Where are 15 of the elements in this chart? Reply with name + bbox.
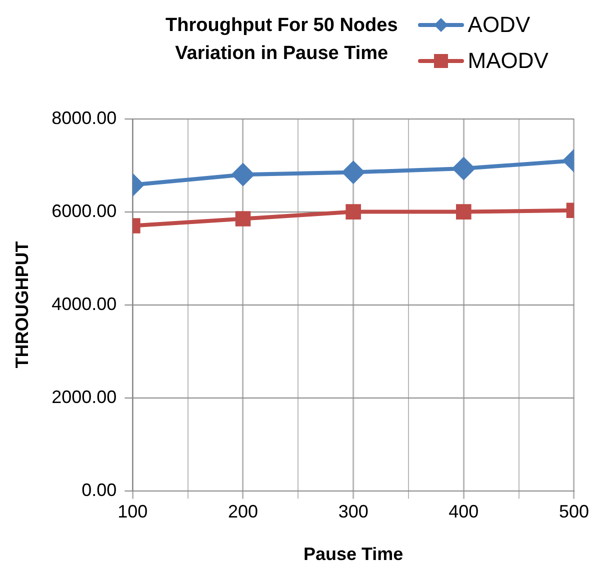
- x-tick-label: 400: [448, 502, 479, 522]
- legend-label: AODV: [468, 12, 530, 38]
- y-tick-label: 8000.00: [52, 108, 117, 128]
- x-tick-label: 300: [338, 502, 368, 522]
- legend-label: MAODV: [468, 48, 548, 74]
- x-axis-title: Pause Time: [303, 544, 404, 564]
- x-tick-label: 100: [118, 502, 148, 522]
- y-axis-title: THROUGHPUT: [12, 241, 32, 368]
- y-tick-label: 0.00: [82, 480, 117, 500]
- y-tick-label: 4000.00: [52, 294, 117, 314]
- x-tick-label: 500: [558, 502, 590, 522]
- y-tick-label: 2000.00: [52, 386, 117, 407]
- chart-title: Throughput For 50 Nodes Variation in Pause Time: [166, 14, 398, 66]
- x-tick-label: 200: [228, 502, 258, 522]
- y-tick-label: 6000.00: [52, 200, 117, 221]
